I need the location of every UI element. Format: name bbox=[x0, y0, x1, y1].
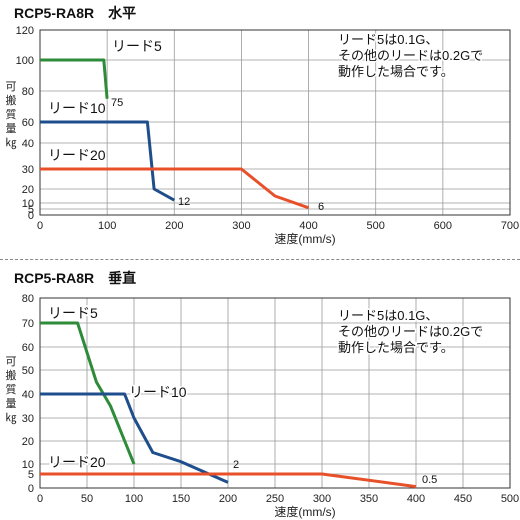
chart1-series-line-1 bbox=[40, 58, 109, 99]
chart1-series-label-2: リード10 bbox=[48, 100, 106, 116]
chart1-x-axis-label: 速度(mm/s) bbox=[274, 231, 335, 246]
chart2-xtick-150: 150 bbox=[172, 493, 190, 505]
chart2-ytick-50: 50 bbox=[22, 365, 34, 377]
chart2-series-line-3 bbox=[40, 472, 417, 489]
chart2-xtick-500: 500 bbox=[501, 493, 519, 505]
chart2-ytick-70: 70 bbox=[22, 318, 34, 330]
chart2-xtick-350: 350 bbox=[360, 493, 378, 505]
chart2-title: RCP5-RA8R 垂直 bbox=[14, 270, 136, 286]
chart1-ytick-5: 5 bbox=[28, 204, 34, 216]
chart1-ytick-120: 120 bbox=[16, 25, 34, 37]
chart2-xtick-100: 100 bbox=[125, 493, 143, 505]
chart2-xtick-200: 200 bbox=[219, 493, 237, 505]
chart2-series-line-1 bbox=[40, 321, 136, 465]
chart2-xtick-50: 50 bbox=[81, 493, 93, 505]
chart1-end-label-3: 6 bbox=[318, 201, 324, 213]
chart1-ytick-40: 40 bbox=[22, 138, 34, 150]
chart1-y-axis-label: 可搬質量㎏ bbox=[6, 81, 17, 149]
chart1-ytick-100: 100 bbox=[16, 55, 34, 67]
chart2-note-line-2: その他のリードは0.2Gで bbox=[338, 324, 483, 339]
chart1-end-label-2: 12 bbox=[178, 196, 190, 208]
chart2-note-line-1: リード5は0.1G、 bbox=[338, 308, 438, 323]
chart2-xtick-450: 450 bbox=[454, 493, 472, 505]
chart1-series-line-3 bbox=[40, 167, 310, 210]
chart1-series-label-3: リード20 bbox=[48, 147, 106, 163]
chart2-ytick-60: 60 bbox=[22, 342, 34, 354]
chart1-xtick-100: 100 bbox=[98, 220, 116, 232]
chart1-xtick-700: 700 bbox=[501, 220, 519, 232]
chart1-ytick-60: 60 bbox=[22, 117, 34, 129]
chart1-xtick-300: 300 bbox=[232, 220, 250, 232]
chart2-ytick-40: 40 bbox=[22, 389, 34, 401]
chart2-note-line-3: 動作した場合です。 bbox=[338, 340, 454, 355]
chart2-xtick-400: 400 bbox=[407, 493, 425, 505]
chart1-xtick-500: 500 bbox=[367, 220, 385, 232]
chart1-xtick-200: 200 bbox=[165, 220, 183, 232]
chart2-xtick-300: 300 bbox=[313, 493, 331, 505]
chart2-series-label-2: リード10 bbox=[129, 384, 187, 400]
chart1-note-line-1: リード5は0.1G、 bbox=[338, 32, 438, 47]
chart2-series-label-3: リード20 bbox=[48, 454, 106, 470]
chart1-ytick-80: 80 bbox=[22, 86, 34, 98]
chart1-xtick-400: 400 bbox=[299, 220, 317, 232]
chart1-title: RCP5-RA8R 水平 bbox=[14, 5, 136, 21]
chart1-series-line-2 bbox=[40, 120, 176, 202]
chart2-ytick-20: 20 bbox=[22, 436, 34, 448]
chart1-note-line-2: その他のリードは0.2Gで bbox=[338, 48, 483, 63]
section-divider bbox=[0, 259, 520, 260]
chart2-end-label-2: 2 bbox=[233, 459, 239, 471]
chart1-note-line-3: 動作した場合です。 bbox=[338, 64, 454, 79]
chart2-x-axis-label: 速度(mm/s) bbox=[274, 504, 335, 519]
chart1-ytick-20: 20 bbox=[22, 184, 34, 196]
chart2-ytick-30: 30 bbox=[22, 413, 34, 425]
chart2-end-label-3: 0.5 bbox=[422, 474, 437, 486]
chart1-series-label-1: リード5 bbox=[112, 38, 162, 54]
chart2-xtick-0: 0 bbox=[37, 493, 43, 505]
chart2-y-axis-label: 可搬質量㎏ bbox=[6, 356, 17, 424]
chart1-ytick-10: 10 bbox=[22, 198, 34, 210]
chart2-xtick-250: 250 bbox=[266, 493, 284, 505]
chart1-ytick-0: 0 bbox=[28, 210, 34, 222]
chart2-series-label-1: リード5 bbox=[48, 305, 98, 321]
chart2-series-line-2 bbox=[40, 392, 229, 484]
chart2-ytick-0: 0 bbox=[28, 483, 34, 495]
chart2-ytick-10: 10 bbox=[22, 459, 34, 471]
chart1-xtick-0: 0 bbox=[37, 220, 43, 232]
chart1-xtick-600: 600 bbox=[434, 220, 452, 232]
chart1-ytick-30: 30 bbox=[22, 164, 34, 176]
chart1-end-label-1: 75 bbox=[111, 97, 123, 109]
chart2-ytick-5: 5 bbox=[28, 469, 34, 481]
chart2-ytick-80: 80 bbox=[22, 293, 34, 305]
